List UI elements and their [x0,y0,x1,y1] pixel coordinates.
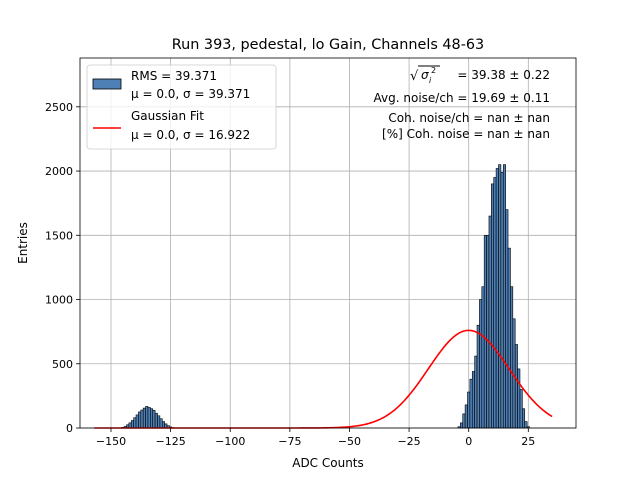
annotation-line-4: [%] Coh. noise = nan ± nan [382,127,550,141]
histogram-bar [482,287,484,428]
y-tick-label: 2500 [45,101,73,114]
x-tick-label: 0 [465,435,472,448]
histogram-bar [501,172,503,428]
histogram-bar [475,356,477,428]
histogram-bar [515,344,517,428]
histogram-bar [146,406,148,428]
sigma-symbol: σ [421,68,429,82]
sigma-superscript: 2 [431,66,436,75]
legend-histogram-stats: μ = 0.0, σ = 39.371 [131,87,250,101]
histogram-bar [143,408,145,428]
annotation-line-3: Coh. noise/ch = nan ± nan [388,111,550,125]
y-axis-label: Entries [16,222,30,264]
histogram-bar [136,415,138,428]
x-tick-label: −100 [215,435,245,448]
histogram-bar [520,389,522,428]
histogram-bar [153,410,155,428]
histogram-bar [470,379,472,428]
histogram-bar [525,422,527,428]
histogram-bar [472,371,474,428]
histogram-bar [522,409,524,428]
x-axis-label: ADC Counts [292,456,364,470]
radical-sign: √ [410,69,419,84]
y-tick-label: 1500 [45,229,73,242]
y-tick-label: 0 [66,422,73,435]
legend-fit-label: Gaussian Fit [131,109,204,123]
histogram-bar [510,287,512,428]
x-tick-label: 25 [521,435,535,448]
x-tick-label: −125 [156,435,186,448]
histogram-bar [477,325,479,428]
histogram-bar [503,165,505,428]
histogram-bar [460,423,462,428]
annotation-line-2: Avg. noise/ch = 19.69 ± 0.11 [374,91,550,105]
histogram-bar [506,210,508,428]
histogram-bar [479,300,481,428]
histogram-bar [148,407,150,428]
histogram-bar [518,369,520,428]
x-tick-label: −150 [96,435,126,448]
y-tick-label: 1000 [45,294,73,307]
histogram-bar [131,421,133,428]
y-tick-label: 500 [52,358,73,371]
histogram-bar [484,235,486,428]
histogram-bar [499,165,501,428]
histogram-bar [468,392,470,428]
histogram-bar [141,410,143,428]
x-tick-label: −25 [397,435,420,448]
legend-histogram-swatch [93,79,121,89]
histogram-bar [138,412,140,428]
histogram-bar [158,416,160,428]
annotation-line-1: = 39.38 ± 0.22 [454,68,550,82]
x-tick-label: −75 [278,435,301,448]
histogram-bar [508,248,510,428]
histogram-bar [162,422,164,428]
x-tick-label: −50 [338,435,361,448]
chart-title: Run 393, pedestal, lo Gain, Channels 48-… [172,37,484,53]
histogram-bar [496,168,498,428]
legend-histogram-label: RMS = 39.371 [131,69,217,83]
histogram-bar [150,409,152,428]
histogram-bar [160,419,162,428]
histogram-bar [155,413,157,428]
histogram-bar [465,405,467,428]
legend: RMS = 39.371 μ = 0.0, σ = 39.371 Gaussia… [87,65,276,149]
histogram-bar [491,184,493,428]
histogram-bar [489,216,491,428]
histogram-bar [463,414,465,428]
legend-fit-stats: μ = 0.0, σ = 16.922 [131,128,250,142]
histogram-bar [487,235,489,428]
histogram-bar [134,418,136,428]
histogram-bar [494,177,496,428]
y-tick-label: 2000 [45,165,73,178]
